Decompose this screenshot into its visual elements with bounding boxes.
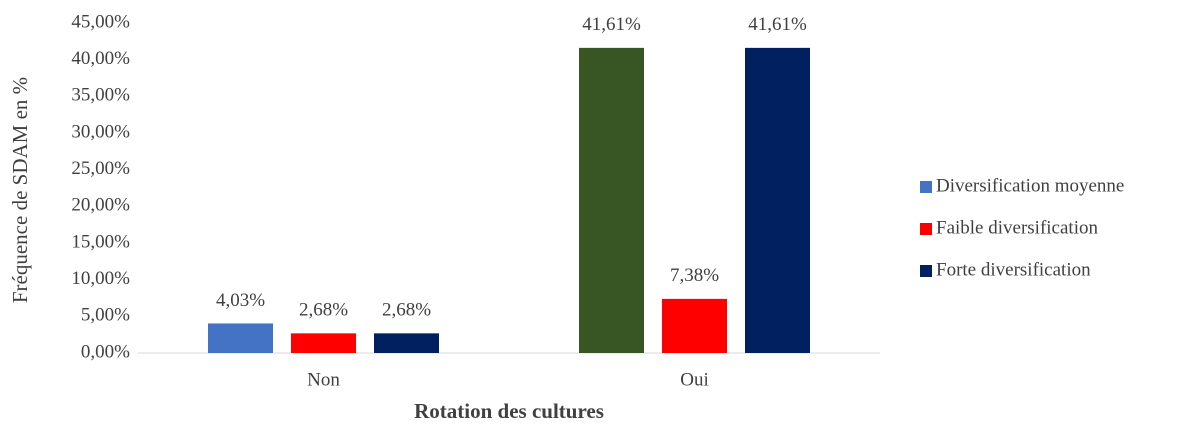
value-label: 2,68% [299,300,348,321]
y-tick-label: 45,00% [71,11,130,32]
value-label: 2,68% [382,300,431,321]
value-label: 41,61% [748,14,807,35]
y-tick-label: 25,00% [71,158,130,179]
x-axis-title: Rotation des cultures [414,399,604,423]
bar [291,333,356,353]
legend-label: Diversification moyenne [936,175,1124,196]
legend-label: Forte diversification [936,259,1091,280]
legend-swatch [920,265,932,277]
value-label: 4,03% [216,290,265,311]
y-tick-label: 10,00% [71,268,130,289]
bar [579,47,644,354]
bar [208,323,273,353]
bar [662,298,727,353]
y-tick-label: 15,00% [71,231,130,252]
legend-swatch [920,223,932,235]
x-tick-label: Oui [680,369,709,390]
y-tick-label: 20,00% [71,195,130,216]
bar [745,47,810,354]
y-axis-title: Fréquence de SDAM en % [8,77,32,303]
value-label: 7,38% [670,265,719,286]
y-tick-label: 0,00% [81,341,130,362]
x-tick-label: Non [307,369,340,390]
y-tick-label: 35,00% [71,85,130,106]
legend-swatch [920,181,932,193]
y-tick-label: 30,00% [71,121,130,142]
value-label: 41,61% [582,14,641,35]
legend-label: Faible diversification [936,217,1098,238]
bar [374,333,439,353]
y-tick-label: 5,00% [81,305,130,326]
y-tick-label: 40,00% [71,48,130,69]
